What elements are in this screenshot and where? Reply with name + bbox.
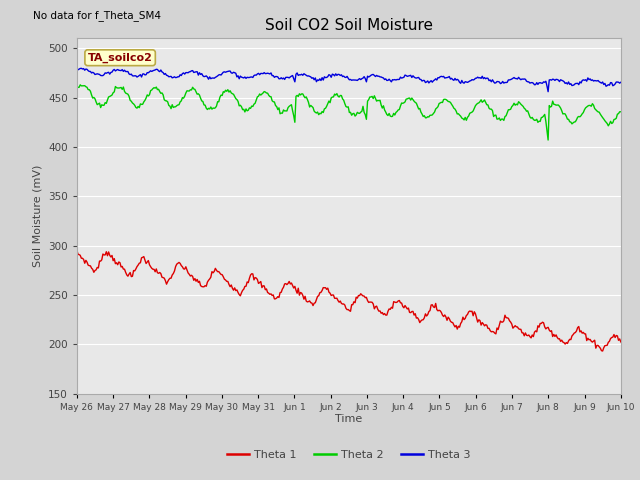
Legend: Theta 1, Theta 2, Theta 3: Theta 1, Theta 2, Theta 3: [222, 445, 476, 464]
Title: Soil CO2 Soil Moisture: Soil CO2 Soil Moisture: [265, 18, 433, 33]
Y-axis label: Soil Moisture (mV): Soil Moisture (mV): [33, 165, 42, 267]
Text: TA_soilco2: TA_soilco2: [88, 53, 152, 63]
X-axis label: Time: Time: [335, 414, 362, 424]
Text: No data for f_Theta_SM4: No data for f_Theta_SM4: [33, 10, 161, 21]
